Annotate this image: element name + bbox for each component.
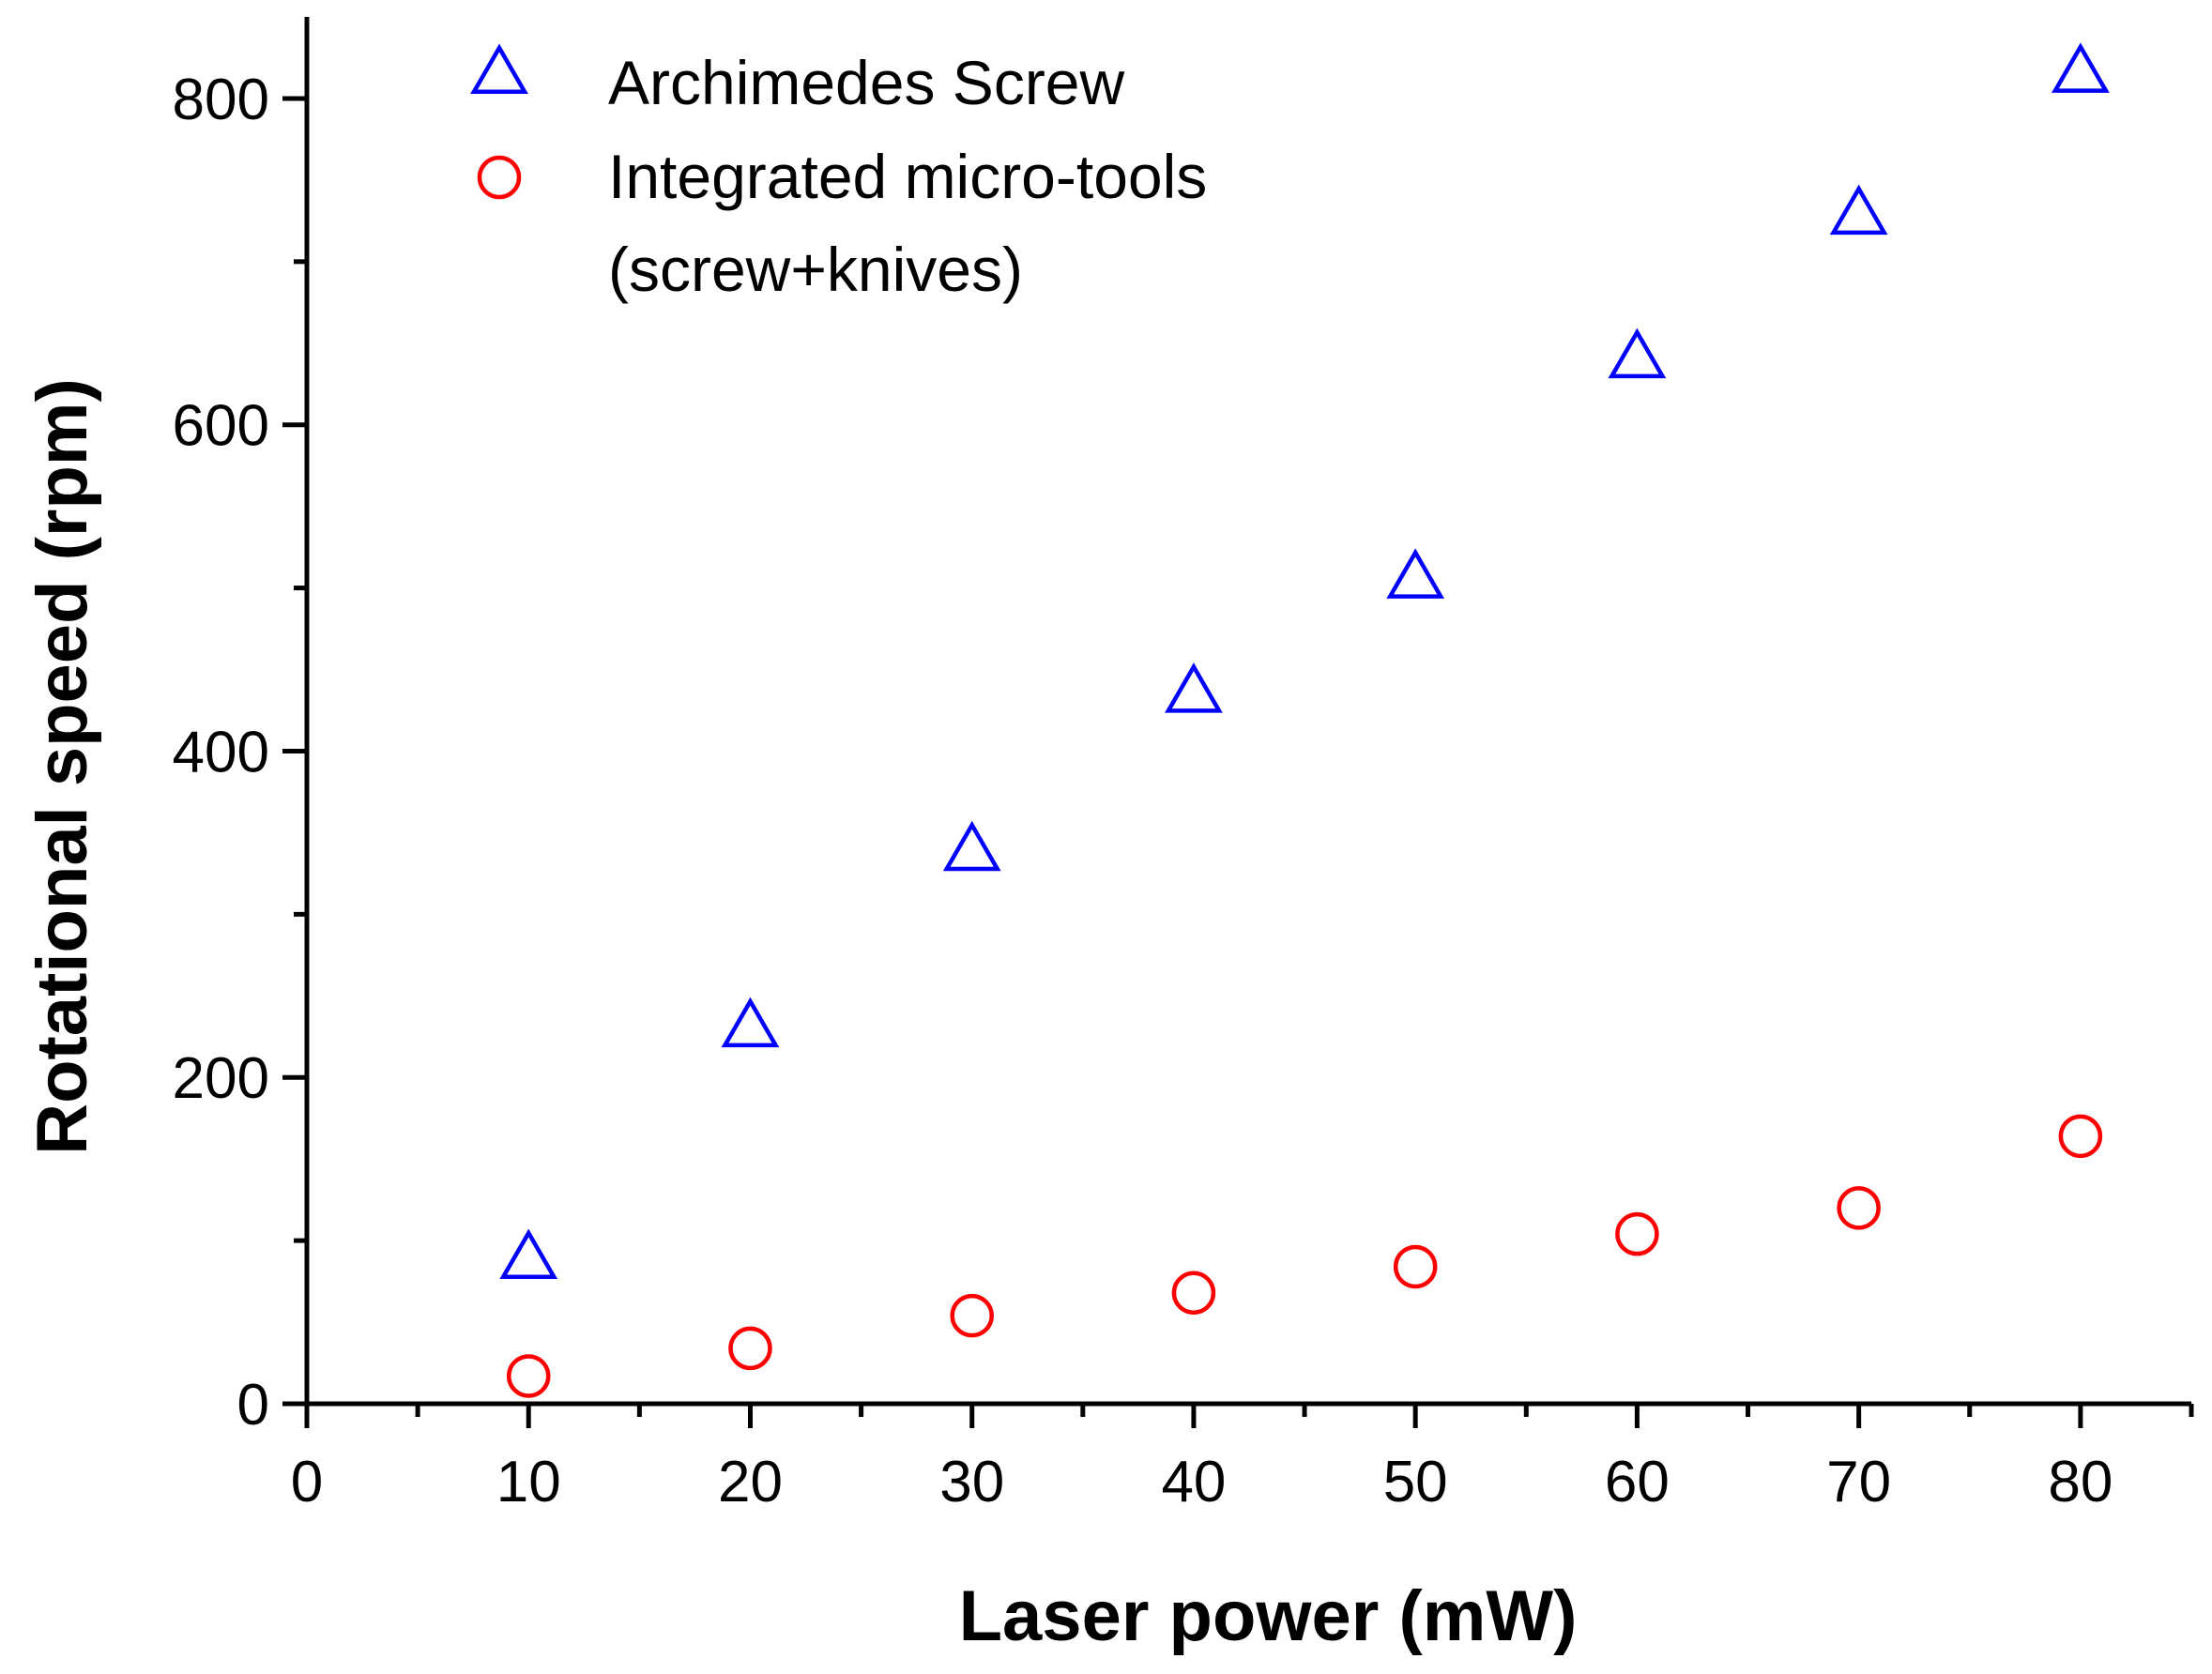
circle-marker-integrated-micro-tools [1171,1271,1216,1316]
legend-label-integrated-micro-tools-line2: (screw+knives) [608,235,1023,304]
triangle-marker-archimedes-screw [1829,184,1888,236]
legend: Archimedes Screw Integrated micro-tools … [470,43,1207,304]
circle-marker-integrated-micro-tools [1393,1244,1438,1289]
triangle-marker-archimedes-screw [499,1228,558,1280]
circle-marker-integrated-micro-tools [2058,1114,2103,1159]
x-tick-label: 40 [1161,1450,1226,1514]
y-tick-label: 400 [173,720,269,784]
legend-label-archimedes-screw: Archimedes Screw [608,48,1125,117]
legend-marker-integrated-micro-tools [477,155,522,200]
axes [304,17,2191,1407]
x-tick-label: 0 [291,1450,323,1514]
circle-marker-integrated-micro-tools [950,1293,994,1338]
y-tick-label: 0 [237,1373,269,1438]
x-tick-label: 70 [1826,1450,1891,1514]
x-tick-label: 50 [1383,1450,1448,1514]
circle-marker-integrated-micro-tools [506,1354,551,1398]
x-tick-label: 80 [2048,1450,2113,1514]
circle-marker-integrated-micro-tools [728,1326,772,1371]
y-axis-title: Rotational speed (rpm) [23,378,102,1155]
triangle-marker-archimedes-screw [2051,42,2110,93]
x-tick-label: 20 [718,1450,783,1514]
legend-label-integrated-micro-tools: Integrated micro-tools [608,142,1207,211]
y-tick-label: 800 [173,68,269,132]
circle-marker-integrated-micro-tools [1615,1211,1659,1256]
y-tick-label: 600 [173,394,269,459]
legend-marker-archimedes-screw [470,43,528,95]
x-tick-label: 10 [496,1450,561,1514]
triangle-marker-archimedes-screw [721,997,780,1048]
x-axis-title: Laser power (mW) [959,1576,1578,1656]
triangle-marker-archimedes-screw [1608,327,1667,379]
axis-ticks [282,96,2194,1428]
x-tick-label: 30 [939,1450,1004,1514]
y-tick-label: 200 [173,1046,269,1111]
data-points [499,42,2110,1398]
triangle-marker-archimedes-screw [1165,662,1223,713]
triangle-marker-archimedes-screw [942,820,1001,872]
triangle-marker-archimedes-screw [1386,548,1445,599]
circle-marker-integrated-micro-tools [1837,1186,1881,1230]
x-tick-label: 60 [1605,1450,1670,1514]
